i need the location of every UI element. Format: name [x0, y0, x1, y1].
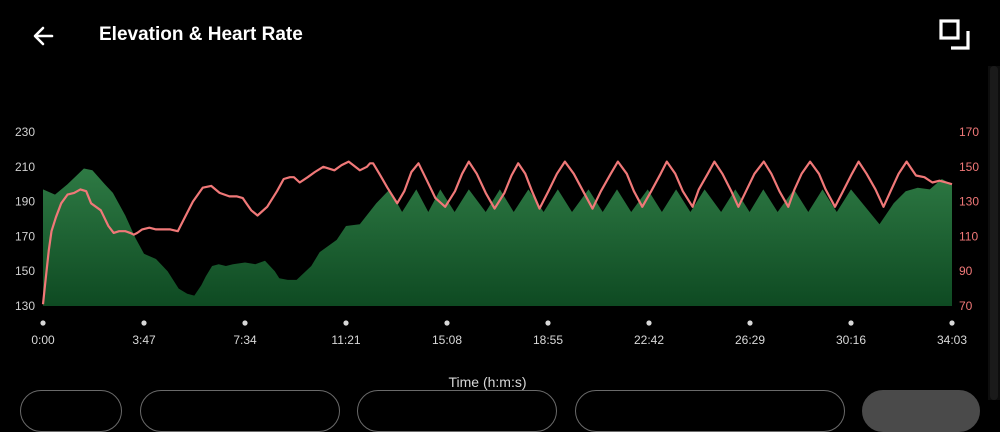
x-axis-tick-dot: [747, 320, 753, 326]
x-axis-tick-label: 15:08: [432, 333, 462, 347]
left-axis-tick-label: 230: [15, 125, 35, 139]
right-axis-tick-label: 150: [959, 160, 979, 174]
left-axis: 130 150 170 190 210 230: [15, 125, 35, 313]
filter-pill-3[interactable]: [357, 390, 557, 432]
x-axis-tick-dot: [343, 320, 349, 326]
x-axis-tick-label: 7:34: [233, 333, 257, 347]
x-axis-tick-dot: [40, 320, 46, 326]
x-axis-tick-dot: [949, 320, 955, 326]
expand-fullscreen-icon: [939, 19, 970, 50]
x-axis: 0:00 3:47 7:34 11:21 15:08 18:55 22:42 26:29 30:…: [31, 320, 967, 347]
app-header: Elevation & Heart Rate: [0, 0, 1000, 70]
x-axis-tick-label: 22:42: [634, 333, 664, 347]
x-axis-tick-dot: [848, 320, 854, 326]
x-axis-tick-label: 3:47: [132, 333, 156, 347]
left-axis-tick-label: 210: [15, 160, 35, 174]
x-axis-tick-dot: [444, 320, 450, 326]
scrollbar[interactable]: [988, 66, 1000, 400]
expand-button[interactable]: [938, 18, 974, 54]
x-axis-tick-dot: [545, 320, 551, 326]
filter-pill-4[interactable]: [575, 390, 845, 432]
elevation-heart-rate-chart: 130 150 170 190 210 230 70 90 110 130 150 170 0:00…: [15, 125, 979, 347]
filter-pill-2[interactable]: [140, 390, 340, 432]
left-axis-tick-label: 150: [15, 264, 35, 278]
right-axis-tick-label: 70: [959, 299, 973, 313]
right-axis-tick-label: 110: [959, 229, 978, 243]
right-axis: 70 90 110 130 150 170: [959, 125, 979, 313]
heart-rate-line: [41, 160, 953, 305]
x-axis-tick-label: 26:29: [735, 333, 765, 347]
elevation-area: [43, 168, 952, 306]
back-button[interactable]: [30, 22, 58, 50]
x-axis-tick-dot: [242, 320, 248, 326]
right-axis-tick-label: 90: [959, 264, 973, 278]
left-axis-tick-label: 130: [15, 299, 35, 313]
page-title: Elevation & Heart Rate: [99, 24, 303, 45]
x-axis-tick-label: 0:00: [31, 333, 55, 347]
x-axis-tick-label: 30:16: [836, 333, 866, 347]
filter-pill-5[interactable]: [862, 390, 980, 432]
scrollbar-thumb[interactable]: [990, 66, 998, 400]
arrow-left-icon: [33, 26, 54, 46]
x-axis-tick-label: 18:55: [533, 333, 563, 347]
x-axis-label: Time (h:m:s): [448, 374, 527, 390]
right-axis-tick-label: 170: [959, 125, 979, 139]
left-axis-tick-label: 190: [15, 195, 35, 209]
x-axis-tick-label: 34:03: [937, 333, 967, 347]
x-axis-tick-dot: [141, 320, 147, 326]
left-axis-tick-label: 170: [15, 229, 35, 243]
filter-pill-1[interactable]: [20, 390, 122, 432]
right-axis-tick-label: 130: [959, 195, 979, 209]
x-axis-tick-label: 11:21: [331, 333, 360, 347]
x-axis-tick-dot: [646, 320, 652, 326]
